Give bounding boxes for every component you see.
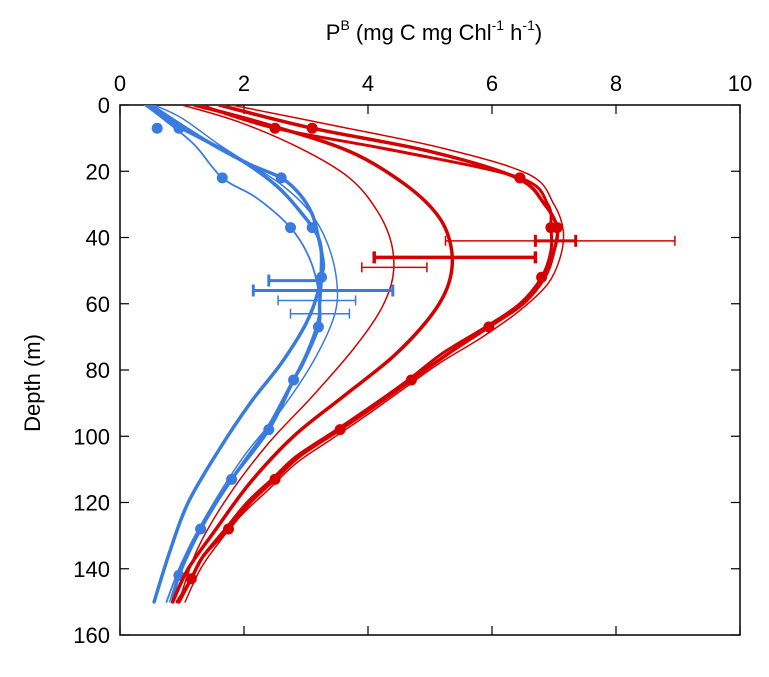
series-7-point-0 [269,122,281,134]
series-line-5 [178,105,395,603]
series-2-point-0 [216,172,228,184]
y-tick-label: 100 [73,424,110,449]
series-6-point-0 [306,122,318,134]
series-line-8 [184,105,565,603]
series-line-0 [146,105,324,604]
y-tick-label: 80 [86,358,110,383]
x-tick-label: 6 [486,71,498,96]
series-1-point-0 [151,122,163,134]
series-line-3 [153,105,339,603]
x-tick-label: 10 [728,71,752,96]
y-tick-label: 140 [73,557,110,582]
y-axis-title: Depth (m) [20,334,45,432]
series-6-point-7 [269,473,281,485]
y-tick-label: 40 [86,226,110,251]
series-1-point-3 [306,222,318,234]
series-2-point-1 [285,222,296,234]
y-tick-label: 20 [86,159,110,184]
series-line-2 [143,105,321,603]
series-7-point-1 [514,172,526,184]
series-line-4 [170,105,455,604]
x-tick-label: 4 [362,71,374,96]
series-line-6 [177,105,560,604]
series-line-7 [175,105,554,604]
series-1-point-1 [173,122,185,134]
series-1-point-2 [275,172,287,184]
x-tick-label: 0 [114,71,126,96]
y-tick-label: 60 [86,292,110,317]
y-tick-label: 160 [73,623,110,648]
y-tick-label: 120 [73,491,110,516]
series-1-point-7 [263,424,275,436]
x-axis-title: PB (mg C mg Chl-1 h-1) [326,17,542,45]
x-tick-label: 8 [610,71,622,96]
series-7-point-2 [545,222,557,234]
x-tick-label: 2 [238,71,250,96]
y-tick-label: 0 [98,93,110,118]
